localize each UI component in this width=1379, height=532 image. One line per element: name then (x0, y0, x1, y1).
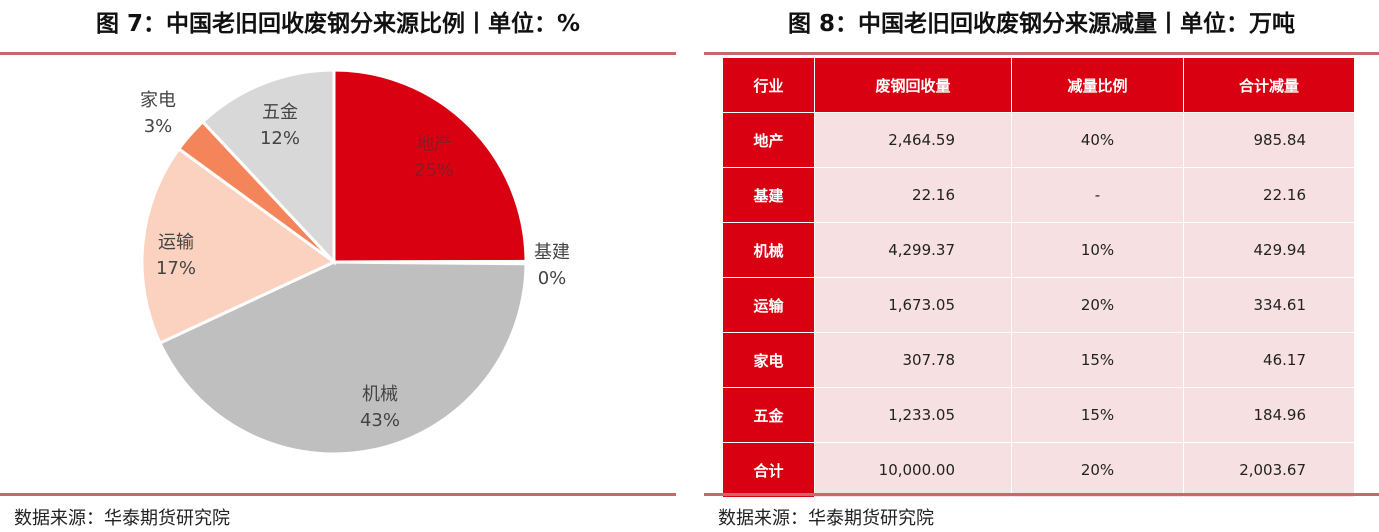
pie-source-note: 数据来源：华泰期货研究院 (14, 508, 230, 529)
table-row: 家电 307.78 15% 46.17 (722, 332, 1355, 388)
cell-recovery: 307.78 (814, 332, 1012, 388)
pie-chart: 地产 25% 基建 0% 机械 43% 运输 17% 家电 3% 五金 12% (140, 68, 570, 456)
table-row-total: 合计 10,000.00 20% 2,003.67 (722, 442, 1355, 498)
cell-ratio: - (1011, 167, 1184, 223)
column-header-reduction: 合计减量 (1183, 57, 1355, 113)
cell-recovery: 1,673.05 (814, 277, 1012, 333)
pie-slice-6 (200, 68, 336, 266)
cell-industry: 地产 (722, 112, 815, 168)
pie-figure-title: 图 7：中国老旧回收废钢分来源比例丨单位：% (95, 11, 581, 37)
table-row: 机械 4,299.37 10% 429.94 (722, 222, 1355, 278)
table-row: 基建 22.16 - 22.16 (722, 167, 1355, 223)
table-bottom-rule (704, 493, 1379, 496)
cell-reduction: 985.84 (1183, 112, 1355, 168)
table-panel: 图 8：中国老旧回收废钢分来源减量丨单位：万吨 行业 废钢回收量 减量比例 合计… (704, 0, 1379, 532)
pie-slice-label: 五金 (262, 102, 298, 123)
cell-recovery: 2,464.59 (814, 112, 1012, 168)
cell-industry: 家电 (722, 332, 815, 388)
table-figure-title: 图 8：中国老旧回收废钢分来源减量丨单位：万吨 (787, 11, 1295, 37)
table-row: 地产 2,464.59 40% 985.84 (722, 112, 1355, 168)
table-row: 五金 1,233.05 15% 184.96 (722, 387, 1355, 443)
cell-industry: 机械 (722, 222, 815, 278)
pie-panel: 图 7：中国老旧回收废钢分来源比例丨单位：% 地产 25% 基建 0% 机械 43% 运输 1… (0, 0, 676, 532)
table-source-note: 数据来源：华泰期货研究院 (718, 508, 934, 529)
pie-bottom-rule (0, 493, 676, 496)
cell-reduction: 184.96 (1183, 387, 1355, 443)
pie-top-rule (0, 52, 676, 55)
pie-slice-label: 机械 (362, 384, 398, 405)
pie-slice-3 (157, 260, 528, 456)
column-header-recovery: 废钢回收量 (814, 57, 1012, 113)
column-header-ratio: 减量比例 (1011, 57, 1184, 113)
cell-ratio: 15% (1011, 387, 1184, 443)
cell-reduction: 2,003.67 (1183, 442, 1355, 498)
pie-slice-label: 家电 (140, 90, 176, 111)
cell-reduction: 429.94 (1183, 222, 1355, 278)
cell-ratio: 20% (1011, 277, 1184, 333)
cell-reduction: 22.16 (1183, 167, 1355, 223)
table-header-row: 行业 废钢回收量 减量比例 合计减量 (722, 57, 1355, 113)
cell-industry: 合计 (722, 442, 815, 498)
pie-slice-label: 基建 (534, 242, 570, 263)
cell-industry: 运输 (722, 277, 815, 333)
pie-slice-label: 运输 (158, 232, 194, 253)
cell-ratio: 15% (1011, 332, 1184, 388)
pie-slice-label: 地产 (416, 134, 452, 155)
pie-slice-1 (332, 68, 528, 264)
table-top-rule (704, 52, 1379, 55)
column-header-industry: 行业 (722, 57, 815, 113)
cell-ratio: 20% (1011, 442, 1184, 498)
cell-recovery: 22.16 (814, 167, 1012, 223)
pie-slice-value-label: 0% (538, 268, 567, 289)
cell-reduction: 334.61 (1183, 277, 1355, 333)
pie-slice-value-label: 12% (260, 128, 300, 149)
cell-ratio: 40% (1011, 112, 1184, 168)
cell-industry: 五金 (722, 387, 815, 443)
reduction-table: 行业 废钢回收量 减量比例 合计减量 地产 2,464.59 40% 985.8… (722, 57, 1355, 498)
pie-slice-4 (140, 146, 337, 346)
table-row: 运输 1,673.05 20% 334.61 (722, 277, 1355, 333)
pie-slice-value-label: 3% (144, 116, 173, 137)
pie-slice-value-label: 25% (414, 160, 454, 181)
cell-recovery: 4,299.37 (814, 222, 1012, 278)
cell-recovery: 1,233.05 (814, 387, 1012, 443)
pie-slice-value-label: 43% (360, 410, 400, 431)
cell-reduction: 46.17 (1183, 332, 1355, 388)
pie-slice-value-label: 17% (156, 258, 196, 279)
cell-industry: 基建 (722, 167, 815, 223)
cell-recovery: 10,000.00 (814, 442, 1012, 498)
cell-ratio: 10% (1011, 222, 1184, 278)
